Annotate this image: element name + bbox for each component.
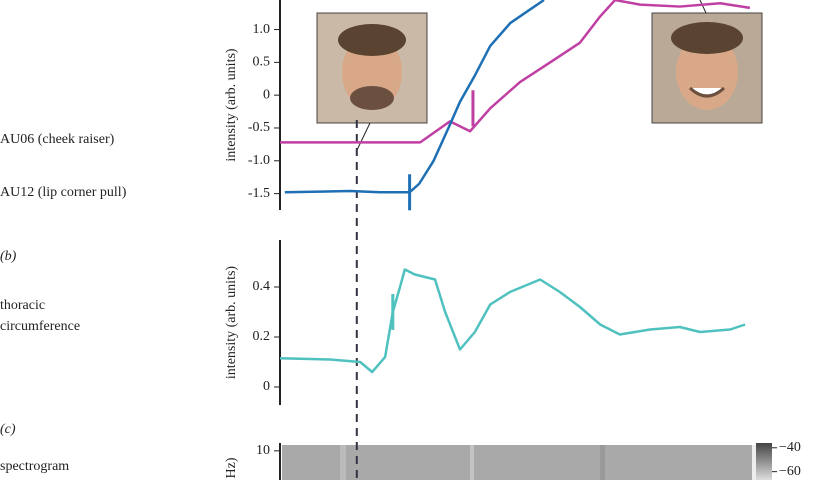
colorbar	[756, 443, 772, 480]
leader-line	[356, 122, 371, 151]
panel-name: spectrogram	[0, 459, 69, 474]
data-line	[279, 268, 746, 374]
y-tick-label: 0	[263, 87, 270, 102]
data-line	[280, 0, 751, 144]
y-tick-label: -1.0	[248, 153, 270, 168]
y-tick-label: 10	[256, 443, 270, 458]
y-axis-label: Hz)	[224, 457, 239, 478]
legend-label: thoracic circumference	[0, 298, 81, 334]
y-tick-label: 0	[263, 379, 270, 394]
spectrogram-image	[282, 445, 756, 480]
legend-label: AU12 (lip corner pull)	[0, 185, 127, 200]
colorbar-tick-label: −40	[779, 440, 801, 455]
panel-label: (c)	[0, 422, 16, 437]
panel-label: (b)	[0, 249, 17, 264]
y-tick-label: -1.5	[248, 186, 270, 201]
y-tick-label: 0.4	[253, 279, 271, 294]
y-axis-label: intensity (arb. units)	[224, 48, 239, 161]
face-image	[651, 12, 763, 124]
y-tick-label: -0.5	[248, 120, 270, 135]
data-line	[284, 0, 545, 194]
y-tick-label: 0.2	[253, 329, 271, 344]
y-tick-label: 0.5	[253, 55, 271, 70]
colorbar-tick-label: −60	[779, 464, 801, 479]
y-tick-label: 1.0	[253, 22, 271, 37]
face-image	[316, 12, 428, 124]
y-axis-label: intensity (arb. units)	[224, 266, 239, 379]
leader-line	[699, 0, 707, 14]
legend-label: AU06 (cheek raiser)	[0, 132, 115, 147]
